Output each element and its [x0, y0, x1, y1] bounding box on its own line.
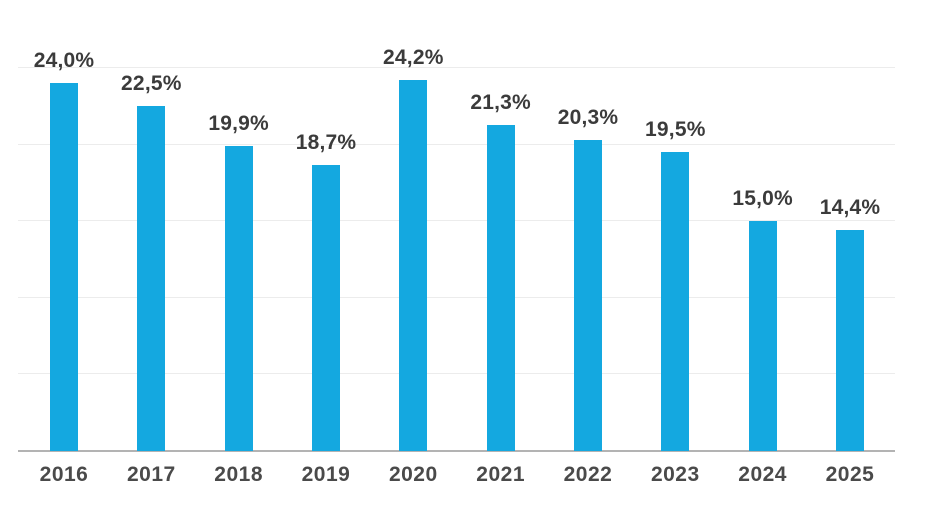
value-label-2018: 19,9%: [208, 112, 269, 136]
value-label-2025: 14,4%: [819, 196, 881, 220]
bar-2018: [224, 146, 253, 451]
x-axis-label-2017: 2017: [126, 463, 176, 486]
value-label-2021: 21,3%: [470, 90, 531, 114]
bar-2020: [399, 80, 428, 451]
x-axis-label-2020: 2020: [388, 463, 438, 486]
x-axis-label-2022: 2022: [563, 463, 613, 486]
gridline-20: [18, 143, 895, 145]
x-axis-label-2018: 2018: [214, 463, 264, 486]
x-axis-label-2024: 2024: [738, 463, 787, 486]
plot-area: 24,0% 22,5% 19,9% 18,7% 24,2% 21,3% 20,3% 19,5%…: [18, 0, 895, 452]
bar-2024: [748, 221, 777, 451]
value-label-2023: 19,5%: [645, 118, 706, 142]
value-label-2020: 24,2%: [383, 46, 444, 70]
gridline-15: [18, 220, 895, 222]
x-axis-label-2019: 2019: [301, 463, 351, 486]
bar-2022: [573, 140, 602, 451]
value-label-2017: 22,5%: [121, 72, 182, 96]
value-label-2019: 18,7%: [295, 130, 357, 154]
bar-2017: [137, 106, 166, 451]
x-axis-label-2021: 2021: [476, 463, 525, 486]
x-axis-line: [18, 450, 895, 452]
x-axis-label-2016: 2016: [39, 463, 89, 486]
gridline-25: [18, 67, 895, 68]
x-axis-labels: 2016 2017 2018 2019 2020 2021 2022 2023 2024 2025: [18, 463, 895, 493]
bar-2025: [835, 230, 864, 451]
gridline-5: [18, 373, 895, 375]
value-label-2024: 15,0%: [732, 187, 793, 211]
gridline-10: [18, 296, 895, 298]
value-label-2016: 24,0%: [33, 49, 95, 73]
bar-2021: [486, 124, 515, 451]
x-axis-label-2025: 2025: [825, 463, 875, 486]
value-label-2022: 20,3%: [557, 106, 619, 130]
x-axis-label-2023: 2023: [650, 463, 700, 486]
bar-2023: [661, 152, 690, 451]
bar-2019: [311, 164, 340, 451]
bar-2016: [50, 83, 78, 451]
